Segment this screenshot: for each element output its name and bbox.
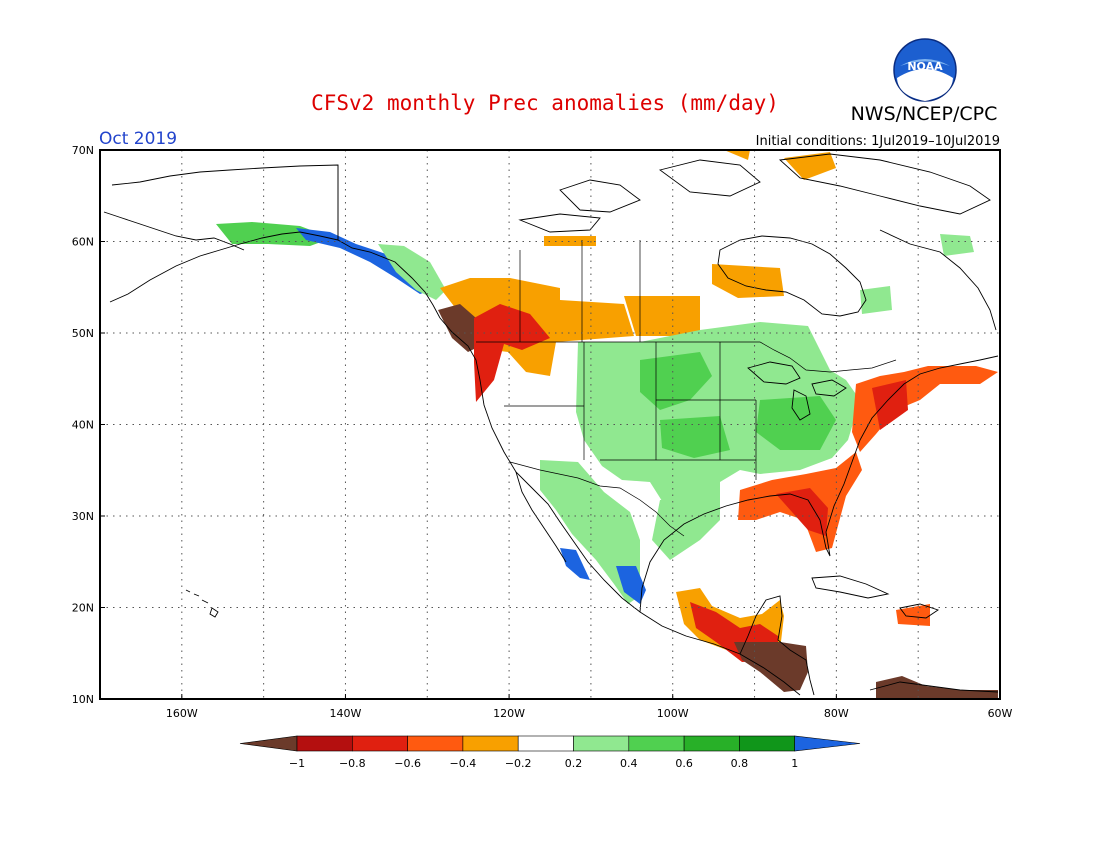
graticule bbox=[100, 150, 1000, 699]
lat-tick-label: 40N bbox=[72, 419, 94, 432]
anomaly-area bbox=[724, 150, 750, 160]
anomaly-area bbox=[712, 264, 784, 298]
colorbar-segment bbox=[739, 735, 796, 752]
anomaly-area bbox=[182, 150, 335, 222]
colorbar-tick-label: −0.4 bbox=[450, 757, 477, 770]
anomaly-area bbox=[296, 228, 432, 294]
lat-tick-label: 20N bbox=[72, 602, 94, 615]
colorbar-tick-label: −0.2 bbox=[505, 757, 532, 770]
initial-conditions-label: Initial conditions: 1Jul2019–10Jul2019 bbox=[756, 134, 1000, 149]
colorbar-tick-label: 0.6 bbox=[675, 757, 693, 770]
colorbar-tick-label: 1 bbox=[791, 757, 798, 770]
anomaly-area bbox=[734, 642, 808, 692]
lon-tick-label: 100W bbox=[657, 707, 689, 720]
anomaly-area bbox=[776, 488, 828, 536]
colorbar-segment bbox=[296, 735, 353, 752]
anomaly-cells bbox=[182, 150, 998, 699]
anomaly-area bbox=[640, 352, 712, 410]
anomaly-area bbox=[438, 304, 476, 352]
anomaly-area bbox=[544, 236, 596, 246]
lon-tick-label: 160W bbox=[166, 707, 198, 720]
latitude-labels: 70N 60N 50N 40N 30N 20N 10N bbox=[72, 144, 105, 706]
anomaly-area bbox=[896, 604, 930, 626]
colorbar-arrow-low bbox=[239, 735, 298, 752]
lon-tick-label: 120W bbox=[493, 707, 525, 720]
lat-tick-label: 50N bbox=[72, 327, 94, 340]
lon-tick-label: 80W bbox=[824, 707, 849, 720]
colorbar-segment bbox=[683, 735, 740, 752]
colorbar-tick-label: −0.6 bbox=[394, 757, 421, 770]
anomaly-area bbox=[216, 222, 332, 246]
anomaly-area bbox=[756, 396, 836, 450]
colorbar-tick-label: 0.8 bbox=[731, 757, 749, 770]
colorbar-segment bbox=[628, 735, 685, 752]
chart-title: CFSv2 monthly Prec anomalies (mm/day) bbox=[311, 91, 779, 115]
anomaly-area bbox=[660, 416, 730, 458]
anomaly-area bbox=[940, 234, 974, 256]
anomaly-area bbox=[560, 548, 590, 580]
anomaly-area bbox=[876, 676, 998, 699]
anomaly-area bbox=[784, 152, 836, 180]
lat-tick-label: 30N bbox=[72, 510, 94, 523]
lat-tick-label: 70N bbox=[72, 144, 94, 157]
anomaly-area bbox=[860, 286, 892, 314]
colorbar-tick-label: 0.2 bbox=[565, 757, 583, 770]
colorbar-segment bbox=[462, 735, 519, 752]
lon-tick-label: 140W bbox=[330, 707, 362, 720]
colorbar-tick-label: −0.8 bbox=[339, 757, 366, 770]
political-borders bbox=[337, 165, 897, 537]
lon-tick-label: 60W bbox=[988, 707, 1013, 720]
lat-tick-label: 10N bbox=[72, 693, 94, 706]
colorbar: −1 −0.8 −0.6 −0.4 −0.2 0.2 0.4 0.6 0.8 1 bbox=[239, 735, 861, 770]
anomaly-area bbox=[872, 380, 908, 430]
anomaly-area bbox=[624, 296, 700, 336]
noaa-logo: NOAA bbox=[893, 38, 957, 102]
colorbar-arrow-high bbox=[794, 735, 861, 752]
colorbar-segment bbox=[407, 735, 464, 752]
map-panel: 70N 60N 50N 40N 30N 20N 10N 160W 140W 120W 100W 80… bbox=[72, 144, 1013, 720]
anomaly-area bbox=[378, 244, 446, 300]
anomaly-area bbox=[474, 304, 550, 402]
colorbar-segment bbox=[573, 735, 630, 752]
noaa-logo-text: NOAA bbox=[907, 60, 943, 73]
month-label: Oct 2019 bbox=[99, 129, 177, 149]
colorbar-segment bbox=[351, 735, 408, 752]
anomaly-area bbox=[338, 152, 560, 250]
agency-label: NWS/NCEP/CPC bbox=[851, 103, 998, 125]
lat-tick-label: 60N bbox=[72, 236, 94, 249]
colorbar-tick-label: 0.4 bbox=[620, 757, 638, 770]
anomaly-area bbox=[616, 566, 646, 604]
colorbar-tick-label: −1 bbox=[289, 757, 305, 770]
anomaly-area bbox=[540, 460, 640, 604]
colorbar-segment bbox=[517, 735, 574, 752]
longitude-labels: 160W 140W 120W 100W 80W 60W bbox=[166, 694, 1013, 720]
